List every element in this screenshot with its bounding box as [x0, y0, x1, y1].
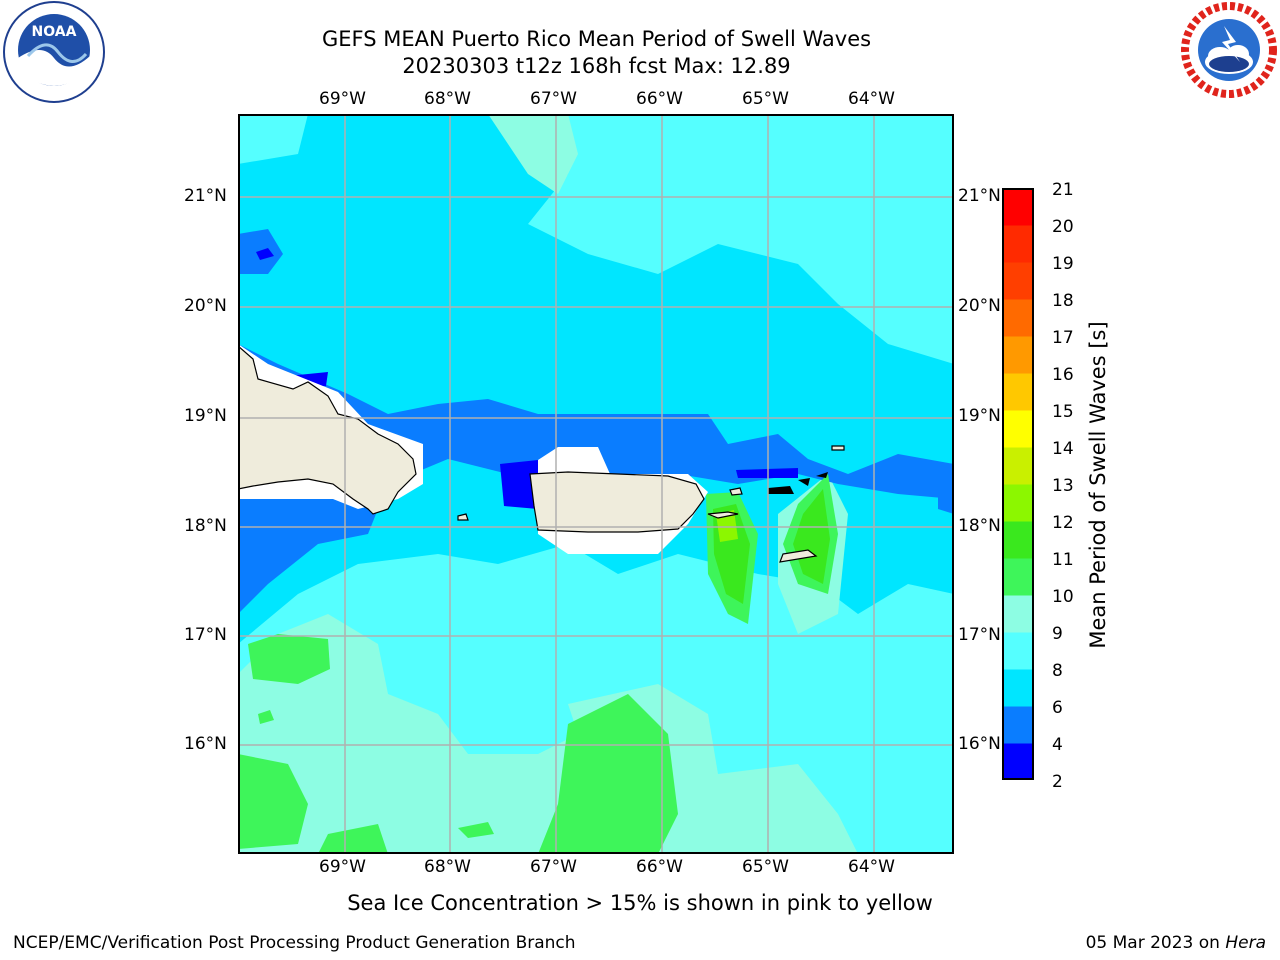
- lat-label-right-17n: 17°N: [958, 625, 1001, 645]
- noaa-logo: NOAA: [3, 1, 105, 103]
- lon-label-top-64w: 64°W: [848, 89, 895, 109]
- cb-tick-21: 21: [1052, 180, 1074, 200]
- host-name: Hera: [1225, 933, 1266, 953]
- colorbar-segment: [1002, 410, 1034, 448]
- lat-label-19n: 19°N: [184, 406, 227, 426]
- cb-tick-20: 20: [1052, 217, 1074, 237]
- nws-logo: [1181, 2, 1277, 98]
- colorbar: [1002, 188, 1034, 780]
- field-10-11-s: [538, 694, 678, 854]
- cb-tick-6: 6: [1052, 698, 1063, 718]
- colorbar-frame: [1002, 188, 1034, 780]
- colorbar-segment: [1002, 669, 1034, 707]
- lon-label-top-65w: 65°W: [742, 89, 789, 109]
- field-2-4-west: [256, 248, 274, 260]
- cb-tick-12: 12: [1052, 513, 1074, 533]
- cb-tick-11: 11: [1052, 550, 1074, 570]
- lon-label-bottom-67w: 67°W: [530, 857, 577, 877]
- cb-tick-8: 8: [1052, 661, 1063, 681]
- colorbar-segment: [1002, 521, 1034, 559]
- cb-tick-18: 18: [1052, 291, 1074, 311]
- lon-label-bottom-69w: 69°W: [319, 857, 366, 877]
- field-8-9-north: [318, 114, 954, 364]
- cb-tick-16: 16: [1052, 365, 1074, 385]
- lat-label-18n: 18°N: [184, 516, 227, 536]
- land-vieques: [729, 487, 743, 496]
- cb-tick-2: 2: [1052, 772, 1063, 792]
- colorbar-segment: [1002, 225, 1034, 263]
- field-10-11-small: [458, 822, 494, 838]
- lat-label-right-21n: 21°N: [958, 186, 1001, 206]
- date-stamp: 05 Mar 2023 on Hera: [1086, 933, 1266, 953]
- colorbar-segment: [1002, 558, 1034, 596]
- field-10-11-sw1: [248, 634, 330, 684]
- colorbar-segment: [1002, 262, 1034, 300]
- lon-label-top-69w: 69°W: [319, 89, 366, 109]
- cb-tick-14: 14: [1052, 439, 1074, 459]
- field-10-11-sw2: [238, 754, 308, 849]
- field-8-9-top-left: [238, 114, 308, 164]
- land-island-north: [831, 445, 845, 451]
- cb-tick-17: 17: [1052, 328, 1074, 348]
- lon-label-bottom-65w: 65°W: [742, 857, 789, 877]
- cb-tick-15: 15: [1052, 402, 1074, 422]
- chart-subtitle: 20230303 t12z 168h fcst Max: 12.89: [402, 54, 791, 78]
- field-12-13: [716, 510, 738, 542]
- land-virgin-islands: [768, 472, 828, 494]
- colorbar-segment: [1002, 595, 1034, 633]
- colorbar-segment: [1002, 743, 1034, 780]
- field-2-4-east: [736, 468, 798, 478]
- colorbar-segment: [1002, 373, 1034, 411]
- field-2-4-mona: [500, 460, 538, 509]
- colorbar-segment: [1002, 299, 1034, 337]
- lon-label-bottom-64w: 64°W: [848, 857, 895, 877]
- cb-tick-9: 9: [1052, 624, 1063, 644]
- footnote: Sea Ice Concentration > 15% is shown in …: [347, 891, 933, 915]
- lon-label-top-68w: 68°W: [424, 89, 471, 109]
- map-frame: [238, 114, 954, 854]
- land-hispaniola: [238, 345, 417, 515]
- land-st-croix-e: [779, 549, 818, 563]
- cb-tick-4: 4: [1052, 735, 1063, 755]
- colorbar-segment: [1002, 188, 1034, 226]
- lat-label-right-16n: 16°N: [958, 734, 1001, 754]
- svg-text:NOAA: NOAA: [32, 24, 77, 40]
- lat-label-right-20n: 20°N: [958, 296, 1001, 316]
- cb-tick-13: 13: [1052, 476, 1074, 496]
- lon-label-bottom-66w: 66°W: [636, 857, 683, 877]
- date-text: 05 Mar 2023 on: [1085, 933, 1226, 953]
- field-9-10-south: [238, 614, 858, 854]
- colorbar-label: Mean Period of Swell Waves [s]: [1086, 321, 1110, 649]
- colorbar-segment: [1002, 706, 1034, 744]
- swell-period-map: [238, 114, 954, 854]
- credit-text: NCEP/EMC/Verification Post Processing Pr…: [13, 933, 576, 953]
- field-4-6-right: [938, 474, 954, 514]
- field-11-12-b: [793, 489, 830, 584]
- lat-label-16n: 16°N: [184, 734, 227, 754]
- lat-label-17n: 17°N: [184, 625, 227, 645]
- colorbar-segment: [1002, 447, 1034, 485]
- field-10-11-dot: [258, 710, 274, 724]
- colorbar-segment: [1002, 336, 1034, 374]
- lon-label-bottom-68w: 68°W: [424, 857, 471, 877]
- land-puerto-rico: [529, 471, 705, 533]
- colorbar-segment: [1002, 632, 1034, 670]
- lon-label-top-67w: 67°W: [530, 89, 577, 109]
- cb-tick-10: 10: [1052, 587, 1074, 607]
- lat-label-right-19n: 19°N: [958, 406, 1001, 426]
- land-st-croix: [707, 511, 739, 519]
- chart-title: GEFS MEAN Puerto Rico Mean Period of Swe…: [321, 27, 872, 51]
- lat-label-20n: 20°N: [184, 296, 227, 316]
- field-10-11-s2: [318, 824, 388, 854]
- cb-tick-19: 19: [1052, 254, 1074, 274]
- colorbar-segment: [1002, 484, 1034, 522]
- land-island-small: [457, 513, 469, 521]
- gridlines: [238, 114, 954, 854]
- lat-label-right-18n: 18°N: [958, 516, 1001, 536]
- lon-label-top-66w: 66°W: [636, 89, 683, 109]
- lat-label-21n: 21°N: [184, 186, 227, 206]
